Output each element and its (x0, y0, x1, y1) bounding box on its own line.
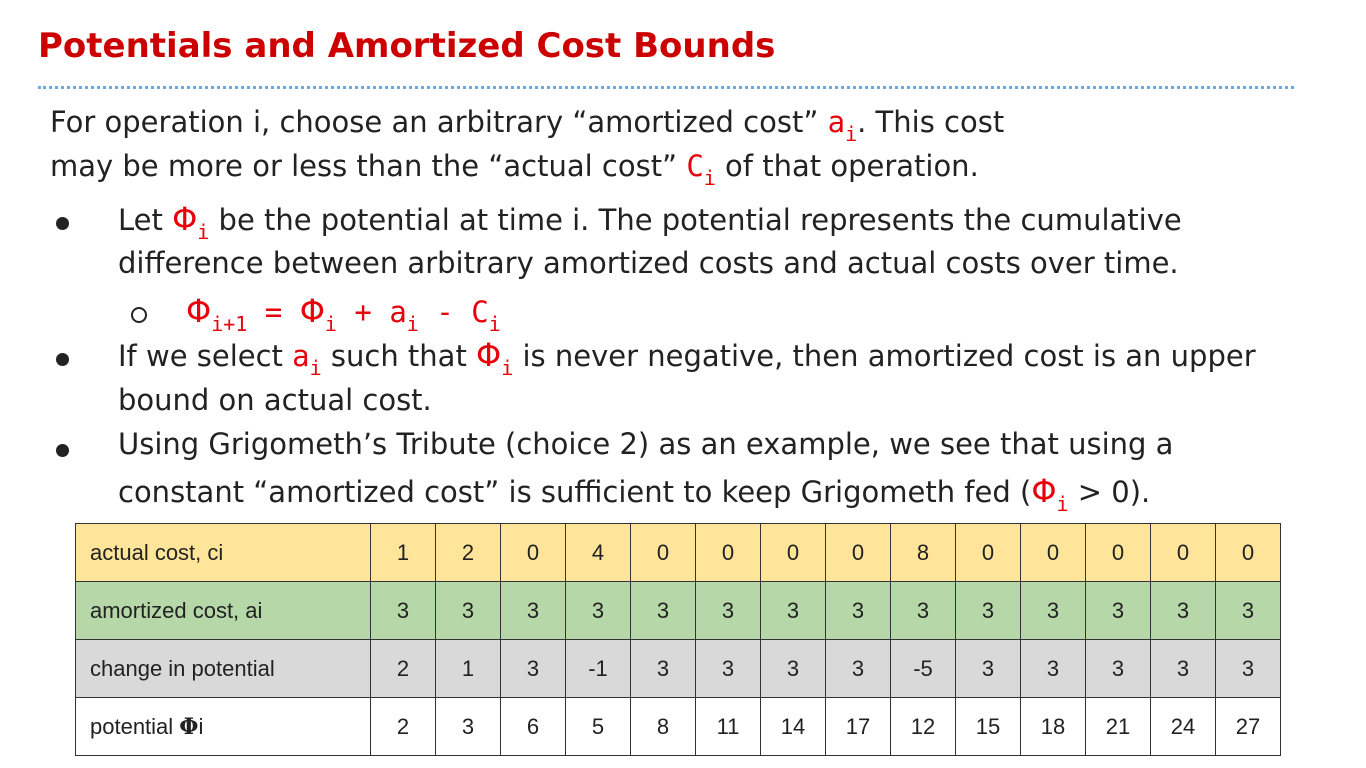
table-cell: 0 (1085, 523, 1151, 582)
change-in-potential-row: change in potential 2 1 3 -1 3 3 3 3 -5 3 3 3 3 3 (75, 639, 1281, 698)
title-divider (38, 86, 1294, 89)
table-cell: 3 (1150, 639, 1216, 698)
amortized-cost-symbol: ai (292, 339, 322, 380)
amortized-cost-symbol: ai (827, 105, 858, 146)
table-cell: 3 (500, 581, 566, 640)
table-cell: 3 (370, 581, 436, 640)
table-cell: 3 (1020, 639, 1086, 698)
table-cell: 8 (630, 697, 696, 756)
table-cell: 0 (1215, 523, 1281, 582)
bullet-2-line-1: If we select ai such that Φi is never ne… (118, 336, 1256, 380)
intro-line2-text: may be more or less than the “actual cos… (50, 149, 687, 183)
table-cell: 8 (890, 523, 956, 582)
table-cell: 17 (825, 697, 891, 756)
table-cell: 0 (825, 523, 891, 582)
table-cell: 1 (370, 523, 436, 582)
phi-symbol: Φi (172, 200, 210, 244)
table-cell: 3 (435, 697, 501, 756)
intro-line2-tail: of that operation. (715, 149, 979, 183)
bullet-3-line-2: constant “amortized cost” is sufficient … (118, 472, 1151, 516)
intro-line-1: For operation i, choose an arbitrary “am… (50, 100, 1004, 144)
bullet-dot-1 (56, 217, 69, 230)
intro-line-2: may be more or less than the “actual cos… (50, 144, 1004, 188)
actual-cost-row: actual cost, ci 1 2 0 4 0 0 0 0 8 0 0 0 0 0 (75, 523, 1281, 582)
row-label: change in potential (75, 639, 371, 698)
bullet-3-line-1: Using Grigometh’s Tribute (choice 2) as … (118, 427, 1174, 461)
table-cell: 0 (760, 523, 826, 582)
table-cell: 3 (825, 581, 891, 640)
intro-paragraph: For operation i, choose an arbitrary “am… (50, 100, 1004, 188)
table-cell: -1 (565, 639, 631, 698)
row-label: actual cost, ci (75, 523, 371, 582)
table-cell: 4 (565, 523, 631, 582)
table-cell: 3 (1085, 581, 1151, 640)
table-cell: 6 (500, 697, 566, 756)
table-cell: 2 (370, 639, 436, 698)
table-cell: 0 (1150, 523, 1216, 582)
table-cell: 1 (435, 639, 501, 698)
actual-cost-symbol: Ci (686, 149, 716, 190)
table-cell: 3 (760, 581, 826, 640)
intro-line1-text: For operation i, choose an arbitrary “am… (50, 105, 828, 139)
amortized-cost-table: actual cost, ci 1 2 0 4 0 0 0 0 8 0 0 0 0 0 amortized c… (75, 523, 1281, 756)
table-cell: 3 (1215, 639, 1281, 698)
table-cell: 0 (955, 523, 1021, 582)
table-cell: 21 (1085, 697, 1151, 756)
table-cell: 2 (370, 697, 436, 756)
table-cell: 0 (1020, 523, 1086, 582)
table-cell: 3 (955, 639, 1021, 698)
phi-symbol: Φi (1031, 472, 1069, 516)
table-cell: 3 (1150, 581, 1216, 640)
table-cell: 3 (760, 639, 826, 698)
bullet-dot-2 (56, 353, 69, 366)
bullet-1-line-1: Let Φi be the potential at time i. The p… (118, 200, 1182, 244)
table-cell: -5 (890, 639, 956, 698)
table-cell: 0 (630, 523, 696, 582)
table-cell: 3 (825, 639, 891, 698)
table-cell: 3 (890, 581, 956, 640)
table-cell: 11 (695, 697, 761, 756)
table-cell: 24 (1150, 697, 1216, 756)
table-cell: 0 (695, 523, 761, 582)
table-cell: 27 (1215, 697, 1281, 756)
slide-title: Potentials and Amortized Cost Bounds (38, 26, 776, 66)
table-cell: 3 (500, 639, 566, 698)
table-cell: 14 (760, 697, 826, 756)
table-cell: 3 (565, 581, 631, 640)
intro-line1-tail: . This cost (857, 105, 1005, 139)
bullet-2-line-2: bound on actual cost. (118, 383, 432, 417)
table-cell: 3 (1020, 581, 1086, 640)
row-label: potential Φi (75, 697, 371, 756)
table-cell: 0 (500, 523, 566, 582)
table-cell: 3 (955, 581, 1021, 640)
table-cell: 5 (565, 697, 631, 756)
table-cell: 3 (1085, 639, 1151, 698)
table-cell: 3 (695, 581, 761, 640)
potential-row: potential Φi 2 3 6 5 8 11 14 17 12 15 18 21 24 27 (75, 697, 1281, 756)
potential-formula: Φi+1 = Φi + ai - Ci (186, 292, 501, 336)
bullet-dot-3 (56, 444, 69, 457)
table-cell: 2 (435, 523, 501, 582)
table-cell: 3 (1215, 581, 1281, 640)
table-cell: 3 (695, 639, 761, 698)
sub-bullet-ring (131, 307, 147, 323)
row-label: amortized cost, ai (75, 581, 371, 640)
table-cell: 3 (630, 639, 696, 698)
table-cell: 3 (630, 581, 696, 640)
bullet-1-line-2: difference between arbitrary amortized c… (118, 246, 1179, 280)
table-cell: 12 (890, 697, 956, 756)
table-cell: 3 (435, 581, 501, 640)
phi-symbol: Φi (476, 336, 514, 380)
amortized-cost-row: amortized cost, ai 3 3 3 3 3 3 3 3 3 3 3 3 3 3 (75, 581, 1281, 640)
table-cell: 18 (1020, 697, 1086, 756)
table-cell: 15 (955, 697, 1021, 756)
